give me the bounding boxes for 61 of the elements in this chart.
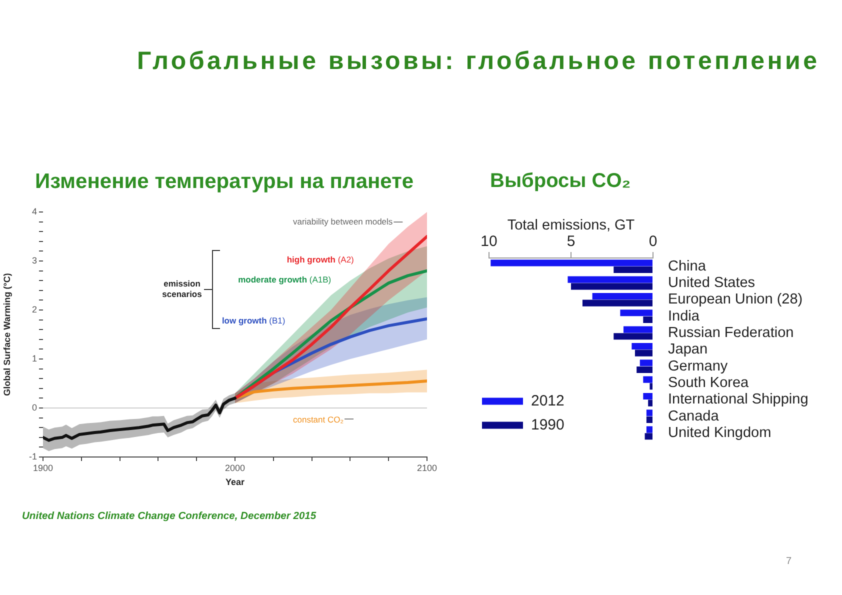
y-tick-label: 1 — [32, 353, 37, 364]
bar — [634, 350, 652, 356]
y-tick-label: 4 — [32, 206, 37, 216]
bar — [646, 426, 652, 433]
x-tick-label: 5 — [566, 233, 576, 250]
legend-label: 1990 — [531, 416, 564, 434]
x-tick-label: 2100 — [416, 462, 438, 473]
bar — [582, 300, 652, 306]
y-tick-label: Canada — [668, 408, 720, 424]
y-tick-label: European Union (28) — [668, 292, 803, 308]
bar — [640, 360, 652, 366]
text: United Nations Climate Change Conference, December 2015 — [22, 511, 316, 522]
text: moderate growth (A1B) — [238, 274, 332, 284]
bar — [644, 433, 652, 440]
text: Глобальные вызовы: глобальное потепление — [137, 47, 820, 76]
y-axis-title: Global Surface Warming (°C) — [2, 273, 12, 396]
chart-title: Выбросы CO₂ — [490, 170, 631, 193]
y-tick-label: United States — [668, 274, 756, 291]
bar — [646, 410, 652, 416]
text: low growth (B1) — [222, 315, 286, 326]
text: high growth (A2) — [286, 254, 354, 264]
y-tick-label: South Korea — [668, 374, 750, 391]
text: 7 — [786, 556, 792, 567]
bar — [614, 266, 652, 274]
bar — [648, 400, 652, 406]
x-axis-title: Total emissions, GT — [507, 218, 635, 234]
y-tick-label: United Kingdom — [668, 424, 772, 441]
y-tick-label: -1 — [28, 451, 37, 462]
bar — [571, 283, 652, 290]
text: constant CO₂ — [292, 414, 344, 424]
bar — [568, 276, 652, 283]
bar — [614, 333, 652, 340]
bar — [643, 392, 652, 400]
y-tick-label: Germany — [668, 358, 728, 374]
x-tick-label: 0 — [648, 233, 658, 250]
x-tick-label: 1900 — [32, 462, 54, 473]
x-tick-label: 10 — [480, 233, 498, 250]
chart-subtitle: Изменение температуры на планете — [35, 170, 414, 194]
y-tick-label: Russian Federation — [668, 324, 794, 341]
legend-label: 2012 — [531, 392, 564, 410]
y-tick-label: India — [668, 308, 700, 324]
y-tick-label: 2 — [32, 304, 37, 314]
y-tick-label: 0 — [32, 402, 37, 412]
bar — [650, 383, 652, 390]
bar — [632, 342, 652, 350]
x-axis-title: Year — [225, 477, 245, 488]
x-tick-label: 2000 — [224, 462, 246, 473]
annotation: emission scenarios — [162, 278, 202, 299]
bar — [592, 292, 652, 300]
bar — [643, 376, 652, 383]
bar — [646, 416, 652, 423]
bar — [623, 326, 652, 333]
bar — [636, 366, 652, 374]
y-tick-label: Japan — [668, 342, 708, 358]
bar — [620, 310, 652, 316]
bar — [643, 316, 652, 324]
annotation: variability between models — [292, 216, 393, 226]
bar — [490, 260, 652, 266]
y-tick-label: International Shipping — [668, 392, 808, 408]
y-tick-label: China — [668, 258, 707, 274]
y-tick-label: 3 — [32, 255, 37, 266]
